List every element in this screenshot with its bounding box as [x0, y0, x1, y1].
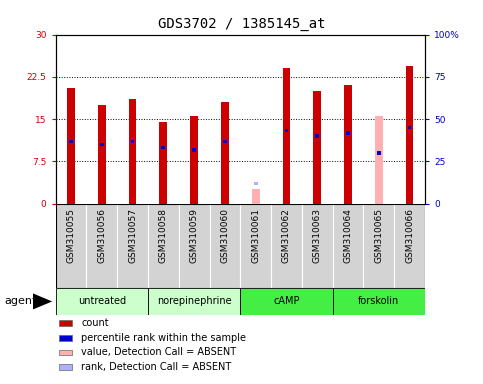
Bar — [131, 140, 134, 143]
Polygon shape — [33, 293, 52, 310]
Bar — [252, 189, 259, 204]
Bar — [406, 66, 413, 204]
Text: cAMP: cAMP — [273, 296, 300, 306]
Text: GSM310057: GSM310057 — [128, 208, 137, 263]
Bar — [59, 320, 72, 326]
Text: GSM310066: GSM310066 — [405, 208, 414, 263]
Bar — [98, 105, 106, 204]
Bar — [302, 204, 333, 288]
Bar — [240, 204, 271, 288]
Text: agent: agent — [5, 296, 37, 306]
Bar — [59, 349, 72, 355]
Bar — [159, 122, 167, 204]
Bar — [100, 143, 103, 146]
Text: GSM310063: GSM310063 — [313, 208, 322, 263]
Bar — [117, 204, 148, 288]
Bar — [161, 146, 165, 149]
Text: GSM310058: GSM310058 — [159, 208, 168, 263]
Text: GDS3702 / 1385145_at: GDS3702 / 1385145_at — [158, 17, 325, 31]
Bar — [240, 288, 333, 315]
Bar — [56, 204, 86, 288]
Bar — [128, 99, 136, 204]
Bar — [148, 204, 179, 288]
Text: norepinephrine: norepinephrine — [157, 296, 231, 306]
Bar — [377, 151, 381, 154]
Text: GSM310055: GSM310055 — [67, 208, 75, 263]
Bar — [284, 129, 288, 132]
Bar — [375, 116, 383, 204]
Text: untreated: untreated — [78, 296, 126, 306]
Text: count: count — [82, 318, 109, 328]
Bar — [254, 182, 257, 185]
Text: value, Detection Call = ABSENT: value, Detection Call = ABSENT — [82, 348, 237, 358]
Text: GSM310061: GSM310061 — [251, 208, 260, 263]
Bar — [192, 148, 196, 152]
Bar — [179, 204, 210, 288]
Text: forskolin: forskolin — [358, 296, 399, 306]
Text: GSM310060: GSM310060 — [220, 208, 229, 263]
Bar — [315, 134, 319, 137]
Bar — [67, 88, 75, 204]
Bar — [59, 335, 72, 341]
Bar — [59, 364, 72, 370]
Bar — [190, 116, 198, 204]
Bar — [364, 204, 394, 288]
Text: rank, Detection Call = ABSENT: rank, Detection Call = ABSENT — [82, 362, 232, 372]
Bar — [223, 140, 227, 143]
Text: GSM310065: GSM310065 — [374, 208, 384, 263]
Bar — [221, 102, 229, 204]
Bar — [408, 126, 412, 129]
Bar — [344, 85, 352, 204]
Text: GSM310059: GSM310059 — [190, 208, 199, 263]
Bar — [313, 91, 321, 204]
Bar — [56, 288, 148, 315]
Text: GSM310056: GSM310056 — [97, 208, 106, 263]
Bar — [283, 68, 290, 204]
Bar — [346, 131, 350, 135]
Bar — [210, 204, 240, 288]
Bar — [333, 288, 425, 315]
Text: GSM310062: GSM310062 — [282, 208, 291, 263]
Bar — [86, 204, 117, 288]
Bar — [69, 140, 73, 143]
Text: GSM310064: GSM310064 — [343, 208, 353, 263]
Bar — [333, 204, 364, 288]
Text: percentile rank within the sample: percentile rank within the sample — [82, 333, 246, 343]
Bar — [394, 204, 425, 288]
Bar — [271, 204, 302, 288]
Bar — [148, 288, 241, 315]
